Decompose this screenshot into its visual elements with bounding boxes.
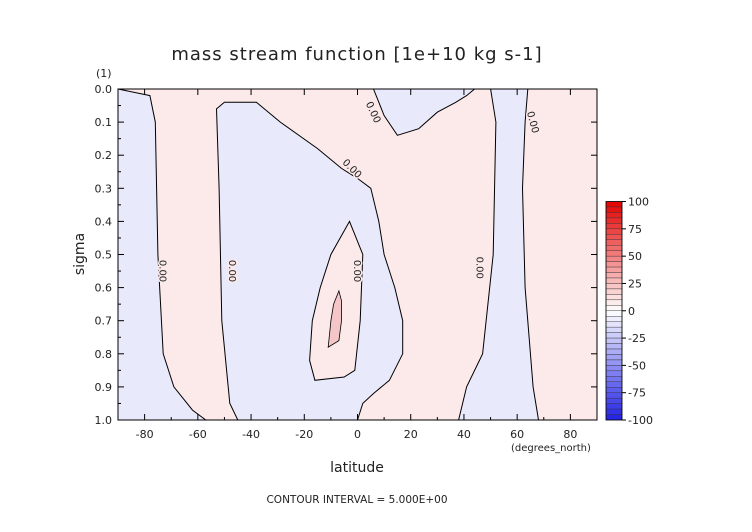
colorbar-tick-label: 75 <box>628 223 642 236</box>
contour-label: 0.00 <box>473 257 484 279</box>
x-tick-label: -60 <box>189 428 207 441</box>
y-tick-label: 0.7 <box>95 315 113 328</box>
colorbar-segment <box>605 332 623 339</box>
y-tick-label: 0.1 <box>95 116 113 129</box>
colorbar-tick-label: -50 <box>628 359 646 372</box>
colorbar-segment <box>605 354 623 361</box>
colorbar-tick-label: 100 <box>628 196 649 209</box>
colorbar-tick-label: 25 <box>628 277 642 290</box>
colorbar-segment <box>605 305 623 311</box>
colorbar-segment <box>605 414 623 421</box>
x-tick-label: 40 <box>457 428 471 441</box>
colorbar-segment <box>605 239 623 246</box>
colorbar-segment <box>605 212 623 219</box>
x-tick-label: -80 <box>136 428 154 441</box>
x-tick-label: 60 <box>510 428 524 441</box>
x-axis-label: latitude <box>330 460 384 476</box>
colorbar-segment <box>605 294 623 301</box>
contour-region-northern-cell <box>458 89 540 420</box>
y-tick-label: 0.4 <box>95 215 113 228</box>
y-tick-label: 0.6 <box>95 282 113 295</box>
contour-label: 0.00 <box>157 260 168 282</box>
colorbar-segment <box>605 288 623 295</box>
colorbar-segment <box>605 272 623 279</box>
contour-region-south-polar-cell <box>118 89 207 420</box>
contour-region-upper-equatorial <box>372 89 476 136</box>
y-tick-label: 0.3 <box>95 182 113 195</box>
colorbar-segment <box>605 326 623 333</box>
colorbar-tick-label: 50 <box>628 250 642 263</box>
colorbar-segment <box>605 365 623 372</box>
colorbar-segment <box>605 316 623 322</box>
colorbar-segment <box>605 387 623 393</box>
colorbar-segment <box>605 370 623 377</box>
x-tick-label: 20 <box>404 428 418 441</box>
colorbar-segment <box>605 343 623 350</box>
chart-title: mass stream function [1e+10 kg s-1] <box>171 44 542 65</box>
colorbar-segment <box>605 245 623 251</box>
colorbar-segment <box>605 206 623 213</box>
x-tick-label: 0 <box>354 428 361 441</box>
colorbar-tick-label: -100 <box>628 414 653 427</box>
y-axis: 0.0 0.1 0.2 0.3 0.4 0.5 0.6 0.7 0.8 0.9 1.0 <box>95 83 597 427</box>
colorbar-tick-label: 0 <box>628 305 635 318</box>
colorbar-segment <box>605 348 623 355</box>
y-tick-label: 1.0 <box>95 414 113 427</box>
colorbar-segment <box>605 234 623 240</box>
colorbar-segment <box>605 337 623 344</box>
colorbar-segment <box>605 283 623 290</box>
y-tick-label: 0.0 <box>95 83 113 96</box>
colorbar-segment <box>605 392 623 399</box>
contour-region-tropical-core <box>327 289 342 348</box>
colorbar: 100 75 50 25 0 -25 -50 -75 -100 <box>605 196 653 427</box>
colorbar-segment <box>605 250 623 257</box>
y-tick-label: 0.2 <box>95 149 113 162</box>
y-axis-label: sigma <box>72 233 88 275</box>
x-tick-label: 80 <box>563 428 577 441</box>
colorbar-segment <box>605 397 623 404</box>
colorbar-segment <box>605 408 623 415</box>
colorbar-segment <box>605 217 623 224</box>
y-scale-note: (1) <box>96 67 112 80</box>
colorbar-segment <box>605 321 623 328</box>
colorbar-segment <box>605 381 623 388</box>
colorbar-tick-label: -25 <box>628 332 646 345</box>
x-units-label: (degrees_north) <box>511 443 591 454</box>
x-tick-label: -40 <box>242 428 260 441</box>
y-tick-label: 0.9 <box>95 381 113 394</box>
contour-label: 0.00 <box>226 260 237 282</box>
colorbar-segment <box>605 223 623 230</box>
colorbar-segment <box>605 261 623 268</box>
contour-interval-note: CONTOUR INTERVAL = 5.000E+00 <box>266 494 447 506</box>
colorbar-tick-label: -75 <box>628 387 646 400</box>
x-tick-label: -20 <box>295 428 313 441</box>
colorbar-segment <box>605 376 623 382</box>
plot-area <box>118 89 597 420</box>
colorbar-segment <box>605 228 623 235</box>
contour-label: 0.00 <box>351 260 362 282</box>
colorbar-segment <box>605 277 623 284</box>
colorbar-segment <box>605 299 623 306</box>
colorbar-segment <box>605 201 623 208</box>
colorbar-segment <box>605 255 623 262</box>
colorbar-segment <box>605 403 623 410</box>
colorbar-segment <box>605 359 623 366</box>
colorbar-segment <box>605 310 623 317</box>
y-tick-label: 0.8 <box>95 348 113 361</box>
y-tick-label: 0.5 <box>95 249 113 262</box>
colorbar-segment <box>605 266 623 273</box>
x-axis: -80 -60 -40 -20 0 20 40 60 80 <box>117 89 598 441</box>
